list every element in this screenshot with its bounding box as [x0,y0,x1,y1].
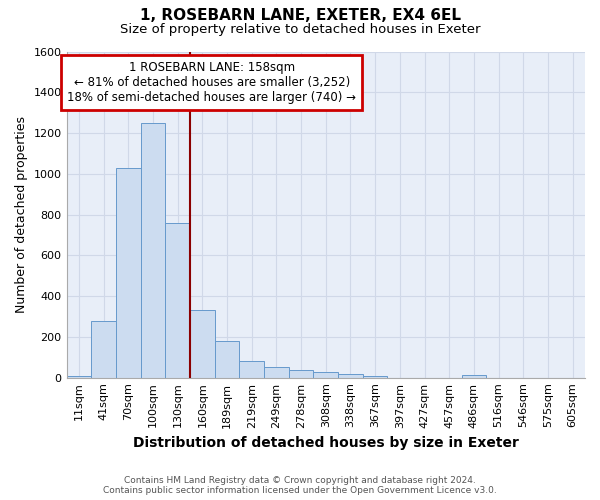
Bar [190,310,215,378]
Bar [165,222,190,378]
Bar [289,370,313,378]
Y-axis label: Number of detached properties: Number of detached properties [15,116,28,313]
Bar [363,376,388,378]
Text: Size of property relative to detached houses in Exeter: Size of property relative to detached ho… [120,22,480,36]
Bar [91,320,116,378]
Bar [215,341,239,378]
Bar [264,368,289,378]
Bar [338,374,363,378]
Bar [67,376,91,378]
Bar [313,372,338,378]
Bar [116,168,140,378]
Text: Contains HM Land Registry data © Crown copyright and database right 2024.
Contai: Contains HM Land Registry data © Crown c… [103,476,497,495]
Bar [140,123,165,378]
X-axis label: Distribution of detached houses by size in Exeter: Distribution of detached houses by size … [133,436,519,450]
Text: 1 ROSEBARN LANE: 158sqm
← 81% of detached houses are smaller (3,252)
18% of semi: 1 ROSEBARN LANE: 158sqm ← 81% of detache… [67,62,356,104]
Bar [239,362,264,378]
Text: 1, ROSEBARN LANE, EXETER, EX4 6EL: 1, ROSEBARN LANE, EXETER, EX4 6EL [139,8,461,22]
Bar [461,374,486,378]
